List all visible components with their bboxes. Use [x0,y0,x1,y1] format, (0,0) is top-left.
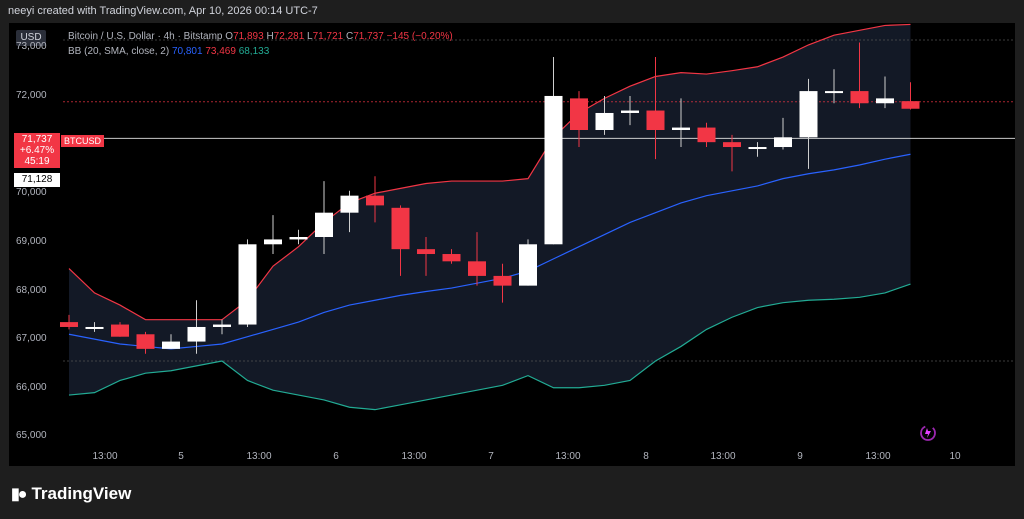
candle-body [901,101,920,109]
candle-body [417,249,435,255]
candle-body [493,275,512,286]
candle-body [799,91,818,138]
legend: Bitcoin / U.S. Dollar · 4h · Bitstamp O7… [68,29,453,59]
candle-body [60,322,78,327]
candle-body [468,261,486,276]
crosshair-price-label: 71,128 [14,173,60,187]
candle-body [391,207,410,250]
series-legend: Bitcoin / U.S. Dollar · 4h · Bitstamp O7… [68,29,453,44]
bb-upper-value: 73,469 [205,46,236,57]
high-label: H [266,31,274,42]
x-tick-label: 9 [797,451,803,462]
last-price: 71,737 [21,134,53,145]
symbol-tag: BTCUSD [61,135,105,147]
close-value: 71,737 [353,31,384,42]
high-value: 72,281 [273,31,305,42]
candle-body [825,91,843,94]
y-tick-label: 65,000 [16,430,47,442]
last-price-tag: 71,737 +6.47% 45:19 [14,133,60,168]
candle-body [85,326,104,329]
y-tick-label: 70,000 [16,187,47,199]
bb-basis-value: 70,801 [171,46,203,57]
candle-body [111,324,129,337]
low-label: L [307,31,313,42]
currency-button[interactable]: USD [16,30,46,46]
x-tick-label: 10 [949,451,961,462]
candle-body [340,195,359,213]
candle-body [289,237,308,240]
replay-icon[interactable] [918,423,938,443]
y-tick-label: 66,000 [16,381,47,393]
open-value: 71,893 [233,31,264,42]
tradingview-brand: ▮● TradingView [11,484,131,504]
brand-name: TradingView [31,484,132,503]
x-tick-label: 13:00 [555,451,581,462]
candle-body [774,137,792,148]
x-tick-label: 13:00 [865,451,891,462]
close-label: C [345,31,354,42]
tradingview-logo-icon: ▮● [11,486,28,503]
candle-body [213,324,231,327]
candle-body [519,244,537,286]
x-tick-label: 13:00 [401,451,427,462]
x-tick-label: 7 [488,451,494,462]
bar-countdown: 45:19 [24,156,50,167]
open-label: O [225,31,234,42]
candle-body [672,127,690,130]
attribution: neeyi created with TradingView.com, Apr … [8,5,318,17]
bb-legend: BB (20, SMA, close, 2) 70,801 73,469 68,… [68,44,453,59]
candle-body [162,341,180,349]
y-tick-label: 68,000 [16,284,47,296]
candle-body [876,98,894,104]
candle-body [544,95,563,245]
y-tick-label: 67,000 [16,333,47,345]
candle-body [850,91,869,104]
series-title: Bitcoin / U.S. Dollar · 4h · Bitstamp [68,31,223,42]
change-value: −145 (−0.20%) [386,31,453,42]
bb-lower-line [68,283,911,411]
x-tick-label: 8 [643,451,649,462]
candle-body [238,244,257,325]
bb-upper-line [68,23,911,321]
x-tick-label: 13:00 [710,451,736,462]
low-value: 71,721 [312,31,344,42]
x-tick-label: 5 [178,451,184,462]
candle-body [595,112,614,130]
candle-body [136,334,155,349]
candle-body [621,110,639,113]
candle-body [366,195,384,206]
x-tick-label: 13:00 [92,451,118,462]
chart-frame[interactable] [9,23,1015,466]
x-tick-label: 13:00 [246,451,272,462]
candle-body [697,127,716,143]
candle-body [570,98,588,130]
price-change: +6.47% [19,145,55,156]
y-tick-label: 73,000 [16,41,47,53]
x-tick-label: 6 [333,451,339,462]
bb-lower-value: 68,133 [238,46,270,57]
bb-band-fill [69,24,911,410]
candle-body [748,147,767,150]
candle-body [187,326,206,342]
bb-basis-line [68,153,911,350]
y-tick-label: 72,000 [16,89,47,101]
candle-body [315,212,333,237]
candle-body [723,142,741,148]
candle-body [646,110,665,130]
candle-body [264,239,282,245]
candle-body [442,254,461,262]
y-tick-label: 69,000 [16,235,47,247]
candlestick-chart [60,23,1015,411]
bb-title: BB (20, SMA, close, 2) [68,46,170,57]
